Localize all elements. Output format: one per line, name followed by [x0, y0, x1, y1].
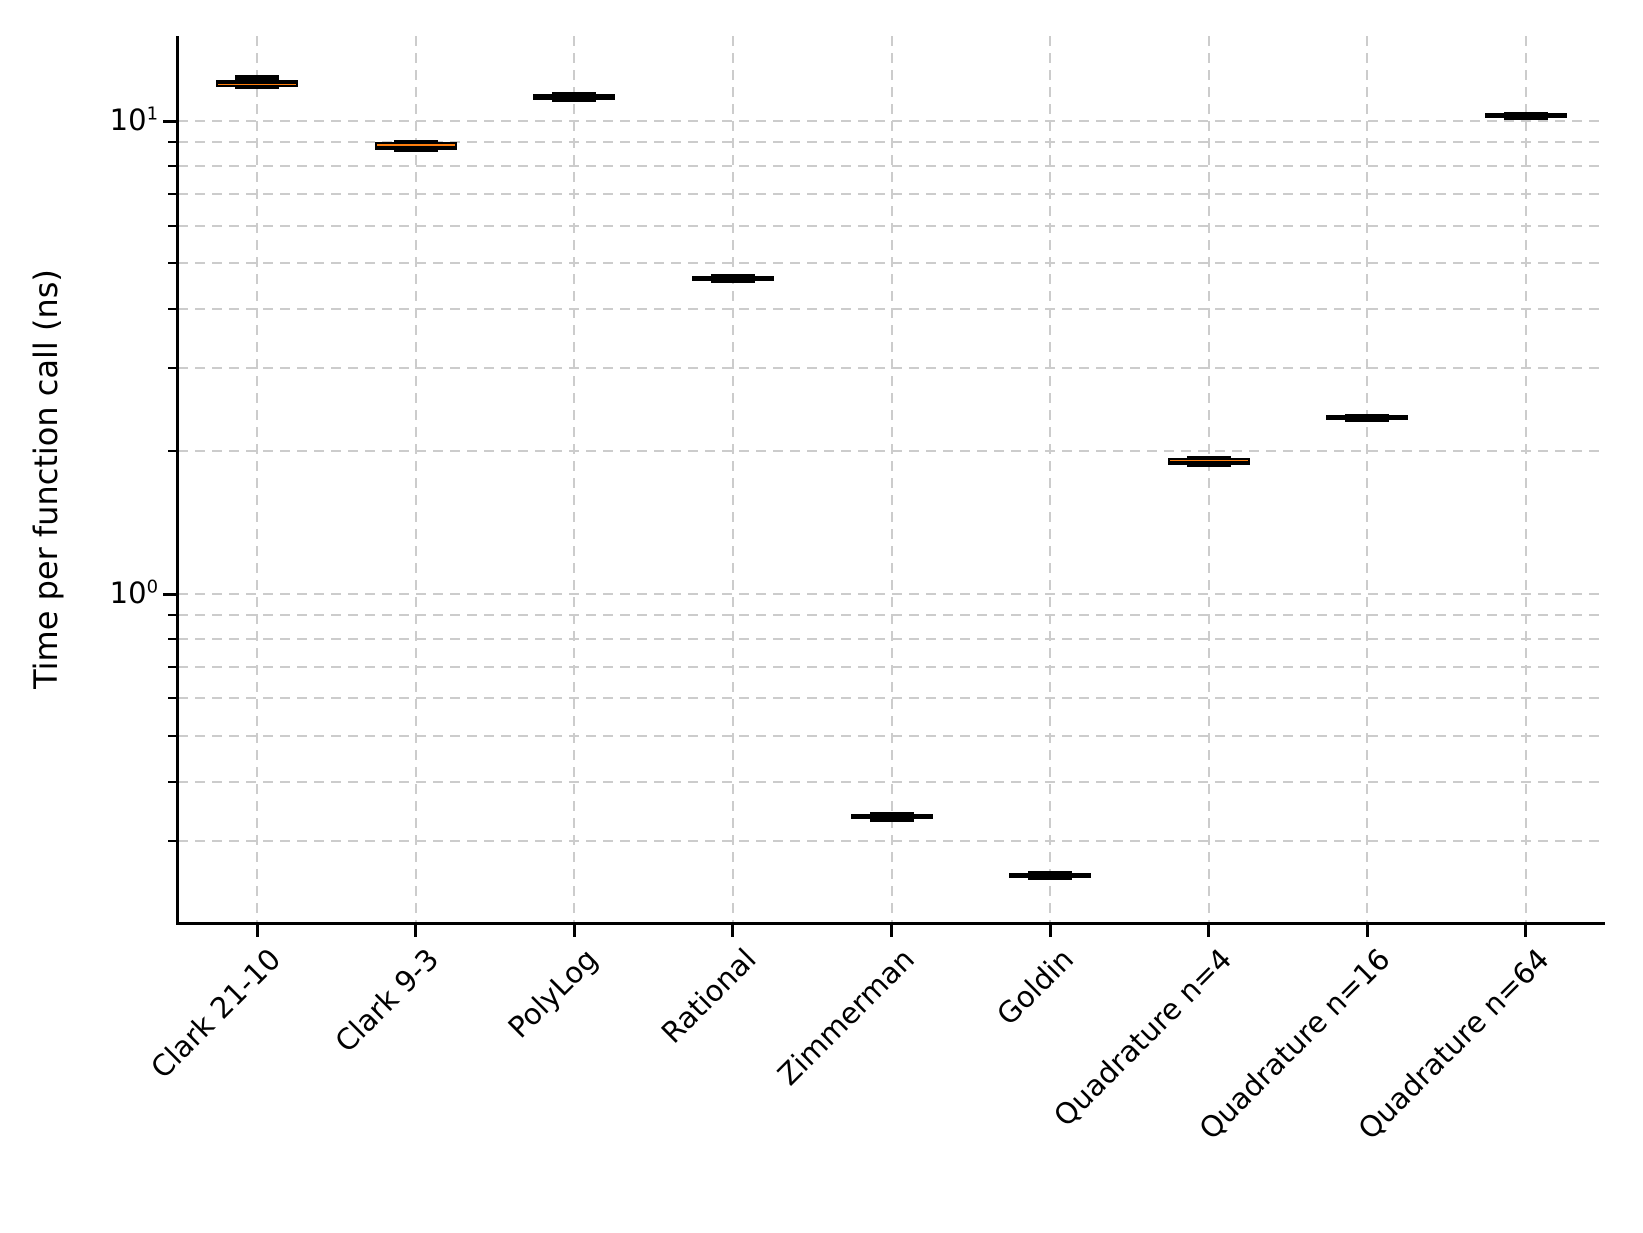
median-line-4	[693, 277, 772, 280]
x-tick-7	[1207, 924, 1211, 937]
y-minor-tick-0.8	[168, 638, 176, 641]
gridline-horizontal-0.7	[178, 665, 1605, 668]
gridline-vertical-3	[573, 36, 576, 922]
y-tick-label-10: 101	[109, 102, 158, 137]
y-minor-tick-2	[168, 450, 176, 453]
gridline-horizontal-9	[178, 141, 1605, 144]
gridline-vertical-5	[890, 36, 893, 922]
gridline-horizontal-5	[178, 261, 1605, 264]
y-major-tick-1	[163, 592, 176, 596]
gridline-vertical-9	[1524, 36, 1527, 922]
gridline-vertical-4	[731, 36, 734, 922]
x-tick-label-5: Zimmerman	[771, 941, 922, 1092]
x-tick-label-7: Quadrature n=4	[1047, 941, 1239, 1134]
x-tick-label-6: Goldin	[990, 941, 1080, 1032]
x-tick-5	[890, 924, 893, 937]
y-minor-tick-0.4	[168, 780, 176, 783]
gridline-vertical-6	[1049, 36, 1052, 922]
y-minor-tick-0.7	[168, 665, 176, 668]
gridline-horizontal-0.3	[178, 839, 1605, 842]
gridline-vertical-7	[1207, 36, 1210, 922]
gridline-horizontal-0.8	[178, 638, 1605, 641]
median-line-3	[535, 96, 614, 99]
y-axis-spine	[176, 36, 179, 924]
y-tick-label-1: 100	[109, 575, 158, 610]
gridline-vertical-1	[256, 36, 259, 922]
gridline-horizontal-10	[178, 119, 1605, 122]
median-line-2	[376, 145, 455, 148]
y-major-tick-10	[163, 119, 176, 123]
x-tick-2	[414, 924, 418, 937]
x-tick-9	[1524, 924, 1528, 937]
y-minor-tick-0.6	[168, 697, 176, 700]
gridline-horizontal-0.9	[178, 614, 1605, 617]
median-line-5	[852, 815, 931, 818]
x-tick-label-2: Clark 9-3	[328, 941, 446, 1059]
x-tick-6	[1048, 924, 1052, 937]
gridline-horizontal-7	[178, 192, 1605, 195]
x-tick-8	[1365, 924, 1369, 937]
y-minor-tick-8	[168, 165, 176, 168]
y-minor-tick-3	[168, 366, 176, 369]
gridline-horizontal-0.5	[178, 734, 1605, 737]
x-tick-1	[255, 924, 259, 937]
y-minor-tick-0.9	[168, 614, 176, 617]
y-minor-tick-4	[168, 307, 176, 310]
y-minor-tick-7	[168, 192, 176, 195]
gridline-horizontal-8	[178, 165, 1605, 168]
median-line-8	[1328, 417, 1407, 420]
y-minor-tick-6	[168, 224, 176, 227]
y-minor-tick-5	[168, 261, 176, 264]
gridline-vertical-8	[1366, 36, 1369, 922]
x-tick-3	[572, 924, 576, 937]
gridline-horizontal-6	[178, 224, 1605, 227]
gridline-horizontal-2	[178, 450, 1605, 453]
gridline-horizontal-1	[178, 592, 1605, 595]
gridline-horizontal-3	[178, 366, 1605, 369]
x-axis-spine	[176, 922, 1605, 925]
x-tick-label-1: Clark 21-10	[144, 941, 288, 1085]
y-minor-tick-0.3	[168, 839, 176, 842]
median-line-9	[1486, 114, 1565, 117]
median-line-7	[1169, 460, 1248, 463]
gridline-horizontal-0.4	[178, 780, 1605, 783]
y-minor-tick-9	[168, 141, 176, 144]
median-line-1	[218, 82, 297, 85]
y-axis-label: Time per function call (ns)	[27, 269, 65, 689]
x-tick-label-4: Rational	[654, 941, 763, 1050]
gridline-vertical-2	[414, 36, 417, 922]
y-minor-tick-0.5	[168, 734, 176, 737]
gridline-horizontal-4	[178, 307, 1605, 310]
x-tick-label-3: PolyLog	[501, 941, 605, 1045]
x-tick-4	[731, 924, 735, 937]
gridline-horizontal-0.6	[178, 697, 1605, 700]
median-line-6	[1011, 874, 1090, 877]
